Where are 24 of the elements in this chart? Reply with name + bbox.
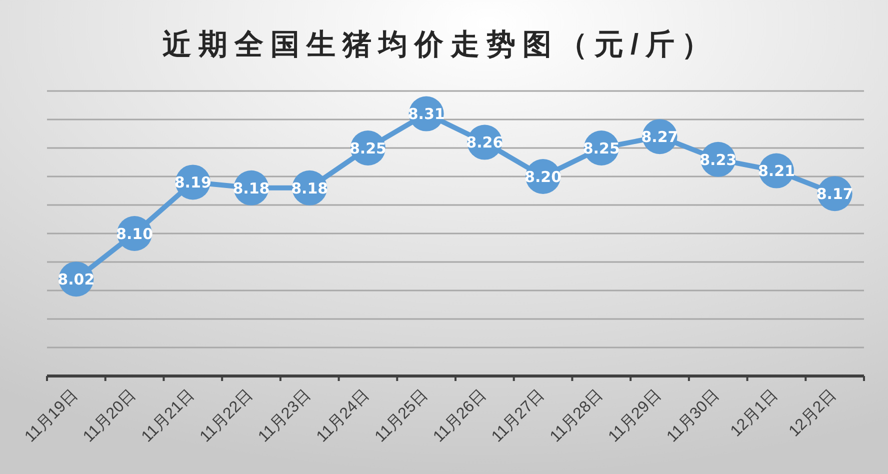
x-tick-label: 12月2日 (786, 386, 840, 440)
x-tick-label: 12月1日 (728, 386, 782, 440)
data-label: 8.25 (582, 139, 620, 158)
data-label: 8.10 (116, 224, 154, 243)
x-tick-label: 11月22日 (197, 386, 256, 446)
x-tick-label: 11月19日 (22, 386, 81, 446)
x-tick-label: 11月30日 (664, 386, 723, 446)
x-tick-label: 11月29日 (606, 386, 664, 446)
data-label: 8.23 (700, 150, 737, 169)
chart-title: 近期全国生猪均价走势图（元/斤） (162, 29, 718, 61)
data-label: 8.18 (232, 179, 270, 198)
x-tick-label: 11月28日 (547, 386, 606, 446)
x-tick-label: 11月21日 (138, 386, 198, 446)
data-label: 8.27 (641, 128, 678, 146)
x-tick-label: 11月20日 (80, 386, 140, 446)
data-label: 8.20 (524, 168, 562, 186)
x-tick-label: 11月24日 (314, 386, 373, 446)
data-label: 8.21 (758, 162, 795, 180)
x-tick-label: 11月23日 (255, 386, 314, 446)
x-tick-label: 11月27日 (488, 386, 548, 446)
data-label: 8.25 (349, 139, 386, 158)
x-tick-label: 11月25日 (372, 386, 432, 446)
x-tick-label: 11月26日 (430, 386, 490, 446)
data-label: 8.02 (58, 270, 95, 288)
